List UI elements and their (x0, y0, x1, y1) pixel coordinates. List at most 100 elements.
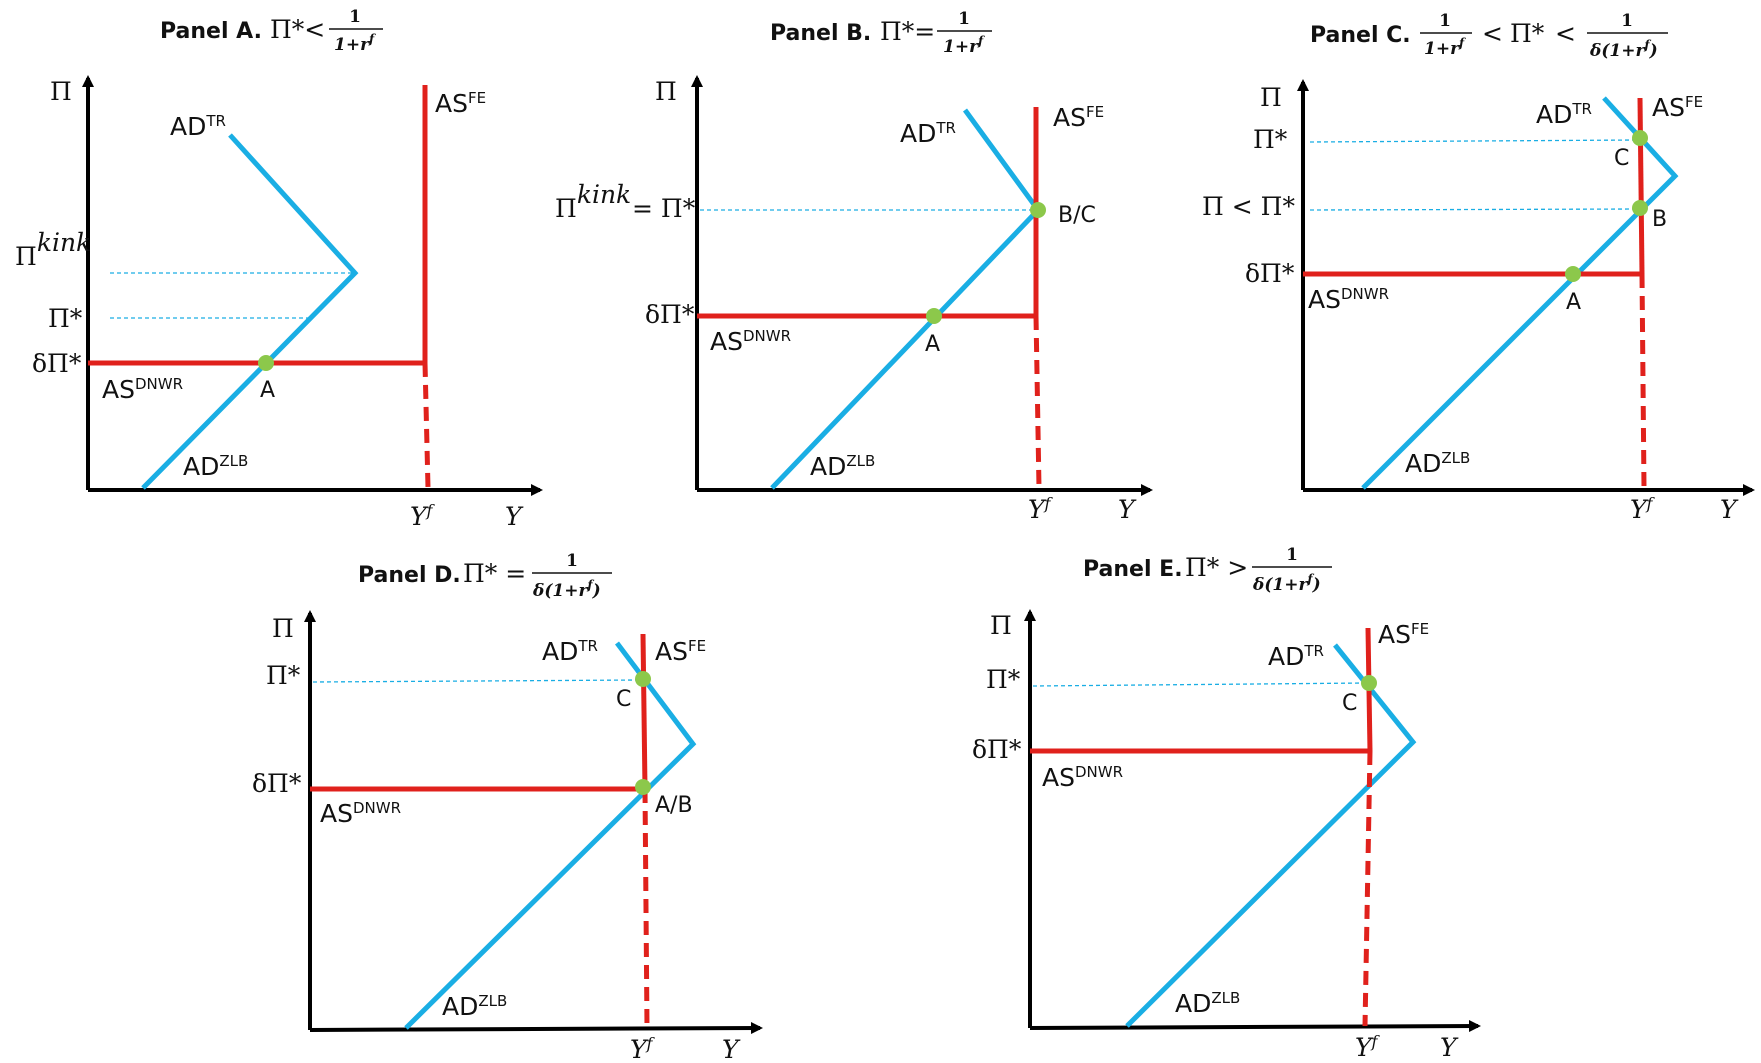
panel-e-x-axis-label: Y (1440, 1033, 1459, 1062)
panel-d-point-ab (635, 779, 651, 795)
panel-b-as-fe-label: ASFE (1053, 103, 1104, 132)
panel-d: Panel D. Π* = 1 δ(1+rf) Π Y Yf Π* δΠ* AD… (252, 551, 763, 1063)
panel-a-point-a (258, 355, 274, 371)
panel-a-pi-kink-label: Πkink (15, 228, 91, 272)
panel-d-as-dnwr-label: ASDNWR (320, 799, 401, 828)
panel-d-point-ab-label: A/B (655, 793, 693, 818)
panel-d-yf-dashed (642, 788, 650, 1029)
panel-e-y-axis-label: Π (990, 611, 1012, 640)
panel-c-title-rel2: Π* (1510, 19, 1545, 48)
panel-b-frac-num: 1 (958, 9, 970, 29)
panel-c-ad-tr-label: ADTR (1536, 100, 1592, 129)
panel-d-title: Panel D. Π* = 1 δ(1+rf) (358, 551, 612, 601)
panel-d-ad-zlb-label: ADZLB (442, 992, 507, 1021)
panel-e-pi-star-label: Π* (986, 665, 1021, 694)
panel-e-frac-num: 1 (1286, 545, 1298, 565)
panel-e-delta-pi-label: δΠ* (972, 735, 1022, 764)
panel-e-frac-den: δ(1+rf) (1252, 572, 1321, 595)
panel-b-title: Panel B. Π*= 1 1+rf (770, 9, 992, 57)
panel-b-x-axis-label: Y (1118, 495, 1137, 524)
panel-c-y-axis-label: Π (1260, 83, 1282, 112)
panel-c-ad-curve (1361, 96, 1679, 490)
panel-e-title-relation: Π* > (1185, 553, 1248, 582)
panel-d-yf-label: Yf (630, 1034, 656, 1063)
panel-a-yf-dashed (422, 362, 431, 489)
panel-a-ad-tr-label: ADTR (170, 112, 226, 141)
panel-a-title-label: Panel A. (160, 19, 262, 44)
panel-e-title: Panel E. Π* > 1 δ(1+rf) (1083, 545, 1332, 595)
panel-a-as-dnwr-label: ASDNWR (102, 375, 183, 404)
panel-b-delta-pi-label: δΠ* (645, 300, 695, 329)
panel-e: Panel E. Π* > 1 δ(1+rf) Π Y Yf Π* δΠ* AD… (972, 545, 1481, 1063)
panel-e-as-fe-label: ASFE (1378, 620, 1429, 649)
panel-b-point-bc-label: B/C (1058, 203, 1096, 228)
panel-b-point-bc (1030, 202, 1046, 218)
panel-c-frac1-num: 1 (1439, 11, 1451, 31)
panel-b-point-a-label: A (925, 332, 940, 357)
panel-a-ad-zlb-label: ADZLB (183, 452, 248, 481)
panel-c: Panel C. 1 1+rf < Π* < 1 δ(1+rf) Π Y Yf … (1202, 11, 1755, 525)
panel-d-y-axis-label: Π (272, 614, 294, 643)
panel-b-title-label: Panel B. (770, 21, 871, 46)
panel-d-delta-pi-label: δΠ* (252, 769, 302, 798)
panel-e-ad-tr-label: ADTR (1268, 642, 1324, 671)
panel-c-point-b (1632, 200, 1648, 216)
panel-d-title-relation: Π* = (463, 559, 526, 588)
panel-c-title: Panel C. 1 1+rf < Π* < 1 δ(1+rf) (1310, 11, 1668, 61)
panel-a-frac-den: 1+rf (334, 32, 376, 55)
panel-d-title-label: Panel D. (358, 563, 461, 588)
panel-a-delta-pi-label: δΠ* (32, 349, 82, 378)
panel-d-frac-den: δ(1+rf) (532, 578, 601, 601)
panel-e-pistar-guide (1032, 682, 1369, 687)
panel-c-point-a-label: A (1566, 290, 1581, 315)
panel-c-point-c (1632, 130, 1648, 146)
panel-a-x-axis-label: Y (505, 502, 524, 531)
panel-e-title-label: Panel E. (1083, 557, 1183, 582)
panel-c-title-rel3: < (1555, 19, 1576, 48)
panel-b-ad-curve (770, 108, 1042, 490)
panel-c-as-fe-label: ASFE (1652, 93, 1703, 122)
panel-c-title-label: Panel C. (1310, 23, 1411, 48)
panel-c-point-b-label: B (1652, 207, 1667, 232)
panel-a-ad-curve (141, 133, 359, 490)
panel-d-pi-star-label: Π* (266, 661, 301, 690)
panel-b-point-a (926, 308, 942, 324)
panel-e-yf-label: Yf (1355, 1032, 1381, 1063)
panel-d-point-c-label: C (616, 687, 631, 712)
panel-a-yf-label: Yf (410, 501, 436, 532)
panel-b-pi-kink-label: Πkink (555, 180, 631, 224)
panel-e-as-dnwr-label: ASDNWR (1042, 763, 1123, 792)
panel-e-point-c-label: C (1342, 691, 1357, 716)
panel-d-as-fe-label: ASFE (655, 637, 706, 666)
panel-d-ad-tr-label: ADTR (542, 637, 598, 666)
panel-a-y-axis-label: Π (50, 77, 72, 106)
panel-c-frac2-num: 1 (1621, 11, 1633, 31)
panel-c-pi-lt-label: Π < Π* (1202, 192, 1295, 221)
panel-c-as-fe-line (1637, 97, 1645, 275)
panel-d-x-axis-label: Y (722, 1035, 741, 1063)
panel-c-yf-dashed (1639, 273, 1647, 489)
panel-e-ad-curve (1125, 643, 1417, 1028)
panel-d-point-c (635, 671, 651, 687)
panel-c-delta-pi-label: δΠ* (1245, 259, 1295, 288)
panel-a-title: Panel A. Π*< 1 1+rf (160, 7, 383, 55)
panel-e-point-c (1361, 675, 1377, 691)
panel-c-frac2-den: δ(1+rf) (1589, 38, 1658, 61)
panel-a-as-fe-label: ASFE (435, 89, 486, 118)
panel-e-x-axis (1029, 1020, 1481, 1033)
panel-c-point-c-label: C (1614, 146, 1629, 171)
panel-c-point-a (1565, 266, 1581, 282)
panel-a-pi-star-label: Π* (48, 304, 83, 333)
panel-d-frac-num: 1 (566, 551, 578, 571)
panel-a-frac-num: 1 (349, 7, 361, 27)
panel-d-as-fe-line (640, 633, 648, 790)
panel-b-ad-tr-label: ADTR (900, 119, 956, 148)
panel-d-ad-curve (404, 641, 697, 1030)
panel-b: Panel B. Π*= 1 1+rf Π Y Yf Πkink = Π* δΠ… (555, 9, 1153, 524)
panel-c-ad-zlb-label: ADZLB (1405, 449, 1470, 478)
panel-c-pi-star-label: Π* (1253, 125, 1288, 154)
panel-c-x-axis-label: Y (1720, 495, 1739, 524)
panel-c-yf-label: Yf (1630, 494, 1656, 525)
panel-a-title-relation: Π*< (270, 15, 325, 44)
